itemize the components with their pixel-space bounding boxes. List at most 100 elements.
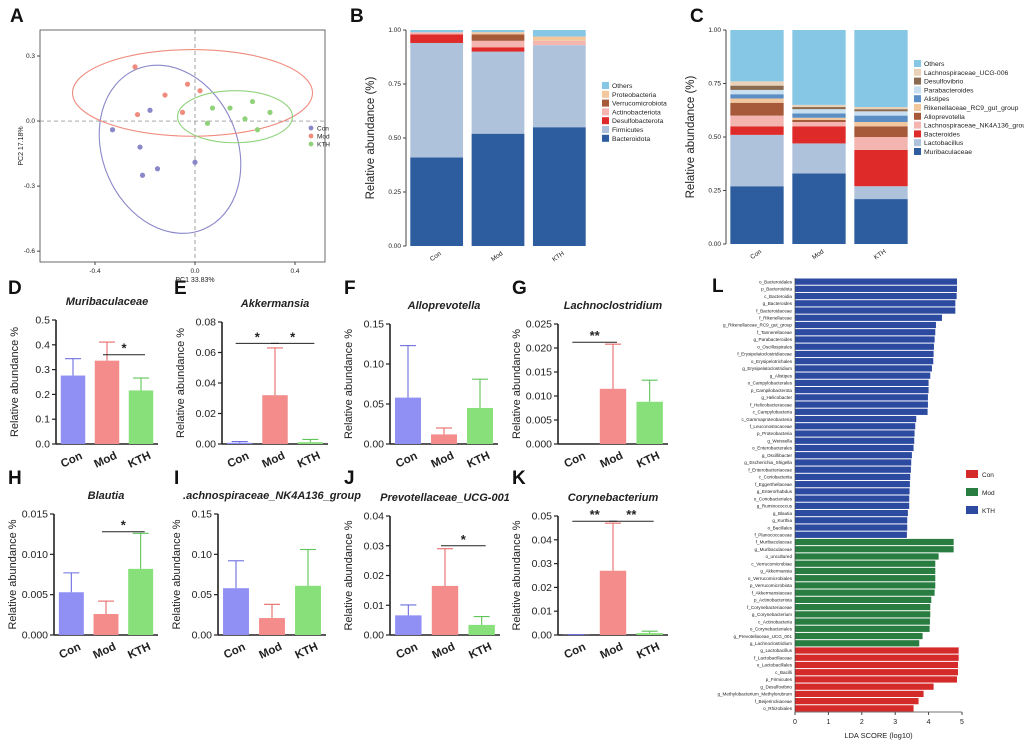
prevotellaceae-ytick-label: 0.03 xyxy=(364,540,385,552)
lda-bar xyxy=(795,336,935,343)
lda-taxon-label: o_Erysipelotrichales xyxy=(751,359,793,364)
pcoa-point-mod xyxy=(132,64,138,70)
phylum-legend-label: Desulfobacterota xyxy=(612,118,664,125)
lda-legend-label-mod: Mod xyxy=(982,490,995,497)
lda-bar xyxy=(795,343,934,350)
lda-bar xyxy=(795,350,934,358)
alloprevotella-ytick-label: 0.15 xyxy=(364,319,385,331)
genus-legend-swatch xyxy=(914,130,921,138)
prevotellaceae-significance-label: * xyxy=(461,532,467,547)
phylum-ytick-label: 0.00 xyxy=(388,243,401,250)
phylum-legend-swatch xyxy=(602,134,609,142)
prevotellaceae-category-label: Mod xyxy=(430,641,456,662)
lda-bar xyxy=(795,329,936,336)
lda-bar xyxy=(795,632,923,640)
lda-taxon-label: g_Rikenellaceae_RC9_gut_group xyxy=(723,323,792,328)
genus-legend-label: Bacteroides xyxy=(924,131,960,138)
genus-segment-desulfovibrio xyxy=(730,85,784,90)
lda-taxon-label: p_Proteobacteria xyxy=(757,431,792,436)
genus-segment-lactobacillus xyxy=(730,134,784,187)
pcoa-point-mod xyxy=(197,88,203,94)
panel-letter-c: C xyxy=(690,6,704,27)
lda-bar xyxy=(795,524,908,531)
lda-taxon-label: g_Desulfovibrio xyxy=(760,684,792,689)
lda-taxon-label: g_Weissella xyxy=(767,438,792,443)
lachnoclostridium-ytick-label: 0.010 xyxy=(526,391,552,403)
lda-bar xyxy=(795,582,936,589)
phylum-legend-label: Actinobacteriota xyxy=(612,109,661,116)
corynebacterium-category-label: Con xyxy=(562,641,587,661)
genus-legend-swatch xyxy=(914,95,921,103)
akkermansia-category-label: Mod xyxy=(260,450,286,471)
lda-taxon-label: f_Lactobacillaceae xyxy=(754,655,792,660)
genus-segment-rikenellaceae-rc9-gut-group xyxy=(792,117,846,120)
lda-x-axis-title: LDA SCORE (log10) xyxy=(844,731,913,740)
pcoa-ellipse-mod xyxy=(71,48,314,137)
lda-taxon-label: f_Beijerinckiaceae xyxy=(755,699,793,704)
lda-bar xyxy=(795,372,931,379)
corynebacterium-significance-label: ** xyxy=(626,507,637,522)
blautia-significance-label: * xyxy=(121,518,127,533)
lda-bar xyxy=(795,553,939,560)
muribaculaceae-category-label: Con xyxy=(59,450,84,470)
muribaculaceae-title: Muribaculaceae xyxy=(66,296,149,308)
panel-letter-l: L xyxy=(712,276,724,297)
genus-legend-label: Lachnospiraceae_UCG-006 xyxy=(924,70,1008,77)
lda-bar xyxy=(795,358,934,365)
lda-taxon-label: g_Parabacteroides xyxy=(753,337,792,342)
lachnospiraceae-bar-kth xyxy=(295,585,321,635)
akkermansia-ytick-label: 0.04 xyxy=(196,378,217,390)
muribaculaceae-y-axis-title: Relative abundance % xyxy=(9,327,21,437)
lda-bar xyxy=(795,575,936,582)
genus-segment-muribaculaceae xyxy=(730,186,784,244)
akkermansia-category-label: KTH xyxy=(296,450,322,471)
lda-taxon-label: f_Erysipelatoclostridiaceae xyxy=(737,352,792,357)
lachnospiraceae-category-label: Mod xyxy=(257,641,283,662)
blautia-ytick-label: 0.010 xyxy=(22,549,48,561)
genus-segment-others xyxy=(792,30,846,105)
phylum-category-label: Con xyxy=(429,250,443,263)
lda-bar xyxy=(795,415,917,423)
lda-taxon-label: c_Actinobacteria xyxy=(758,619,792,624)
lachnoclostridium-significance-label: ** xyxy=(590,328,601,343)
lda-xtick-label: 5 xyxy=(960,719,964,726)
lachnospiraceae-category-label: KTH xyxy=(293,641,319,662)
lda-taxon-label: c_Bacteroidia xyxy=(764,294,792,299)
lda-bar xyxy=(795,452,912,459)
lda-xtick-label: 2 xyxy=(860,719,864,726)
lda-bar xyxy=(795,292,957,300)
phylum-legend-label: Bacteroidota xyxy=(612,136,650,143)
lda-bar xyxy=(795,676,957,683)
genus-segment-lachnospiraceae-nk4a136-group xyxy=(854,137,908,150)
lda-taxon-label: f_Akkermansiaceae xyxy=(752,590,793,595)
phylum-legend-label: Verrucomicrobiota xyxy=(612,101,667,108)
lda-legend-swatch-mod xyxy=(966,488,978,496)
lda-taxon-label: o_Bacteroidales xyxy=(759,279,793,284)
prevotellaceae-bar-con xyxy=(395,615,422,635)
corynebacterium-category-label: KTH xyxy=(635,641,661,662)
lachnoclostridium-ytick-label: 0.000 xyxy=(526,439,552,451)
muribaculaceae-ytick-label: 0.3 xyxy=(35,364,50,376)
phylum-legend-swatch xyxy=(602,117,609,125)
genus-segment-alloprevotella xyxy=(730,102,784,116)
lda-taxon-label: p_Actinobacteriota xyxy=(754,598,792,603)
prevotellaceae-bar-kth xyxy=(468,624,495,635)
genus-legend-label: Alloprevotella xyxy=(924,114,965,121)
lda-bar xyxy=(795,618,930,625)
genus-segment-desulfovibrio xyxy=(854,109,908,112)
phylum-segment-others xyxy=(410,30,464,33)
lda-bar xyxy=(795,444,914,452)
alloprevotella-category-label: Con xyxy=(394,450,419,470)
corynebacterium-significance-label: ** xyxy=(590,507,601,522)
pcoa-frame xyxy=(39,29,326,263)
lda-taxon-label: g_Bacteroides xyxy=(763,301,793,306)
phylum-segment-actinobacteriota xyxy=(410,32,464,35)
panel-letter-h: H xyxy=(8,468,22,489)
genus-legend-swatch xyxy=(914,121,921,129)
phylum-segment-proteobacteria xyxy=(532,36,586,41)
phylum-ytick-label: 0.50 xyxy=(388,135,401,142)
lda-taxon-label: c_Verrucomicrobiae xyxy=(751,561,792,566)
lda-taxon-label: o_Campylobacterales xyxy=(748,381,793,386)
muribaculaceae-significance-label: * xyxy=(121,341,127,356)
genus-legend-label: Lachnospiraceae_NK4A136_group xyxy=(924,123,1024,130)
